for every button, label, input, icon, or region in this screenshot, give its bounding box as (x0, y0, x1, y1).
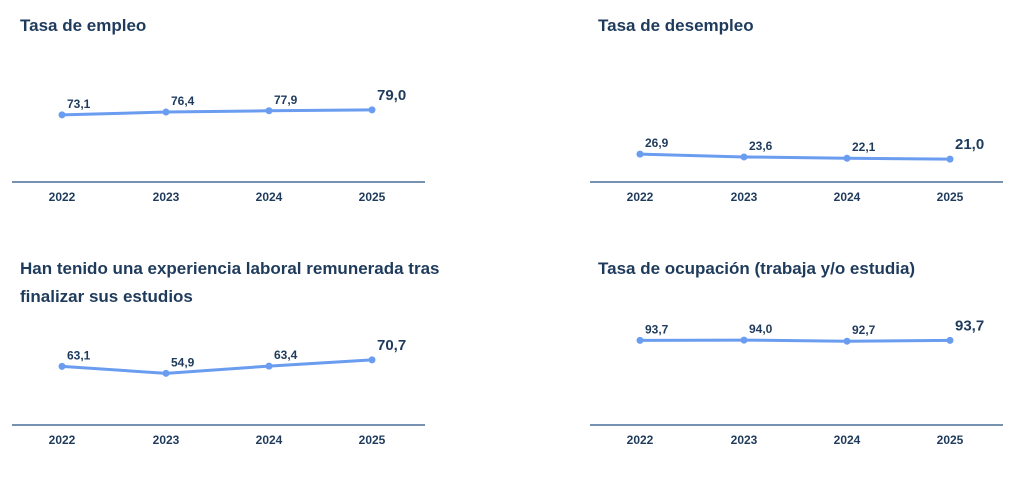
data-point (58, 111, 66, 119)
chart-panel-experiencia-laboral: Han tenido una experiencia laboral remun… (12, 255, 439, 455)
series-line (639, 338, 951, 343)
data-point (58, 362, 66, 370)
data-label: 79,0 (377, 87, 406, 104)
chart-title: Tasa de ocupación (trabaja y/o estudia) (598, 259, 916, 278)
x-tick-label: 2022 (627, 433, 654, 447)
x-tick-label: 2022 (49, 190, 76, 204)
line-chart-tasa-de-empleo: 73,1 2022 76,4 2023 77,9 2024 79,0 2025 (12, 87, 425, 204)
x-tick-label: 2022 (49, 433, 76, 447)
line-chart-tasa-de-desempleo: 26,9 2022 23,6 2023 22,1 2024 21,0 2025 (590, 136, 1003, 204)
data-label: 23,6 (749, 139, 773, 153)
data-label: 63,4 (274, 348, 298, 362)
chart-title: Tasa de desempleo (598, 16, 754, 35)
data-point (946, 155, 954, 163)
x-tick-label: 2024 (834, 190, 861, 204)
x-tick-label: 2025 (359, 190, 386, 204)
data-label: 76,4 (171, 94, 195, 108)
chart-panel-tasa-de-ocupacion: Tasa de ocupación (trabaja y/o estudia) … (590, 255, 1010, 455)
x-tick-label: 2024 (256, 190, 283, 204)
chart-title: Han tenido una experiencia laboral remun… (20, 259, 440, 306)
data-point (162, 108, 170, 116)
data-point (636, 336, 644, 344)
data-point (162, 369, 170, 377)
data-point (740, 336, 748, 344)
series-line (61, 358, 373, 375)
chart-title: Tasa de empleo (20, 16, 147, 35)
line-chart-tasa-de-ocupacion: 93,7 2022 94,0 2023 92,7 2024 93,7 2025 (590, 317, 1003, 447)
data-label: 94,0 (749, 322, 773, 336)
x-tick-label: 2025 (359, 433, 386, 447)
series-line (639, 152, 951, 161)
chart-panel-tasa-de-empleo: Tasa de empleo 73,1 2022 76,4 2023 77,9 2024 7… (12, 12, 432, 212)
data-label: 70,7 (377, 337, 406, 354)
data-point (368, 106, 376, 114)
data-label: 92,7 (852, 323, 876, 337)
x-tick-label: 2023 (153, 433, 180, 447)
x-tick-label: 2024 (256, 433, 283, 447)
x-tick-label: 2023 (731, 190, 758, 204)
x-tick-label: 2023 (153, 190, 180, 204)
data-point (843, 337, 851, 345)
x-tick-label: 2023 (731, 433, 758, 447)
series-line (61, 108, 373, 117)
data-label: 93,7 (955, 317, 984, 334)
data-label: 54,9 (171, 355, 195, 369)
x-tick-label: 2024 (834, 433, 861, 447)
data-label: 73,1 (67, 97, 91, 111)
x-tick-label: 2022 (627, 190, 654, 204)
data-label: 22,1 (852, 140, 876, 154)
data-label: 21,0 (955, 136, 984, 153)
data-point (265, 362, 273, 370)
chart-panel-tasa-de-desempleo: Tasa de desempleo 26,9 2022 23,6 2023 22,1 20… (590, 12, 1010, 212)
data-label: 77,9 (274, 93, 298, 107)
x-tick-label: 2025 (937, 190, 964, 204)
data-point (946, 336, 954, 344)
data-label: 26,9 (645, 136, 669, 150)
data-point (265, 107, 273, 115)
data-point (636, 150, 644, 158)
data-label: 63,1 (67, 348, 91, 362)
data-point (368, 356, 376, 364)
x-tick-label: 2025 (937, 433, 964, 447)
data-point (740, 153, 748, 161)
data-point (843, 154, 851, 162)
data-label: 93,7 (645, 322, 669, 336)
line-chart-experiencia-laboral: 63,1 2022 54,9 2023 63,4 2024 70,7 2025 (12, 337, 425, 447)
